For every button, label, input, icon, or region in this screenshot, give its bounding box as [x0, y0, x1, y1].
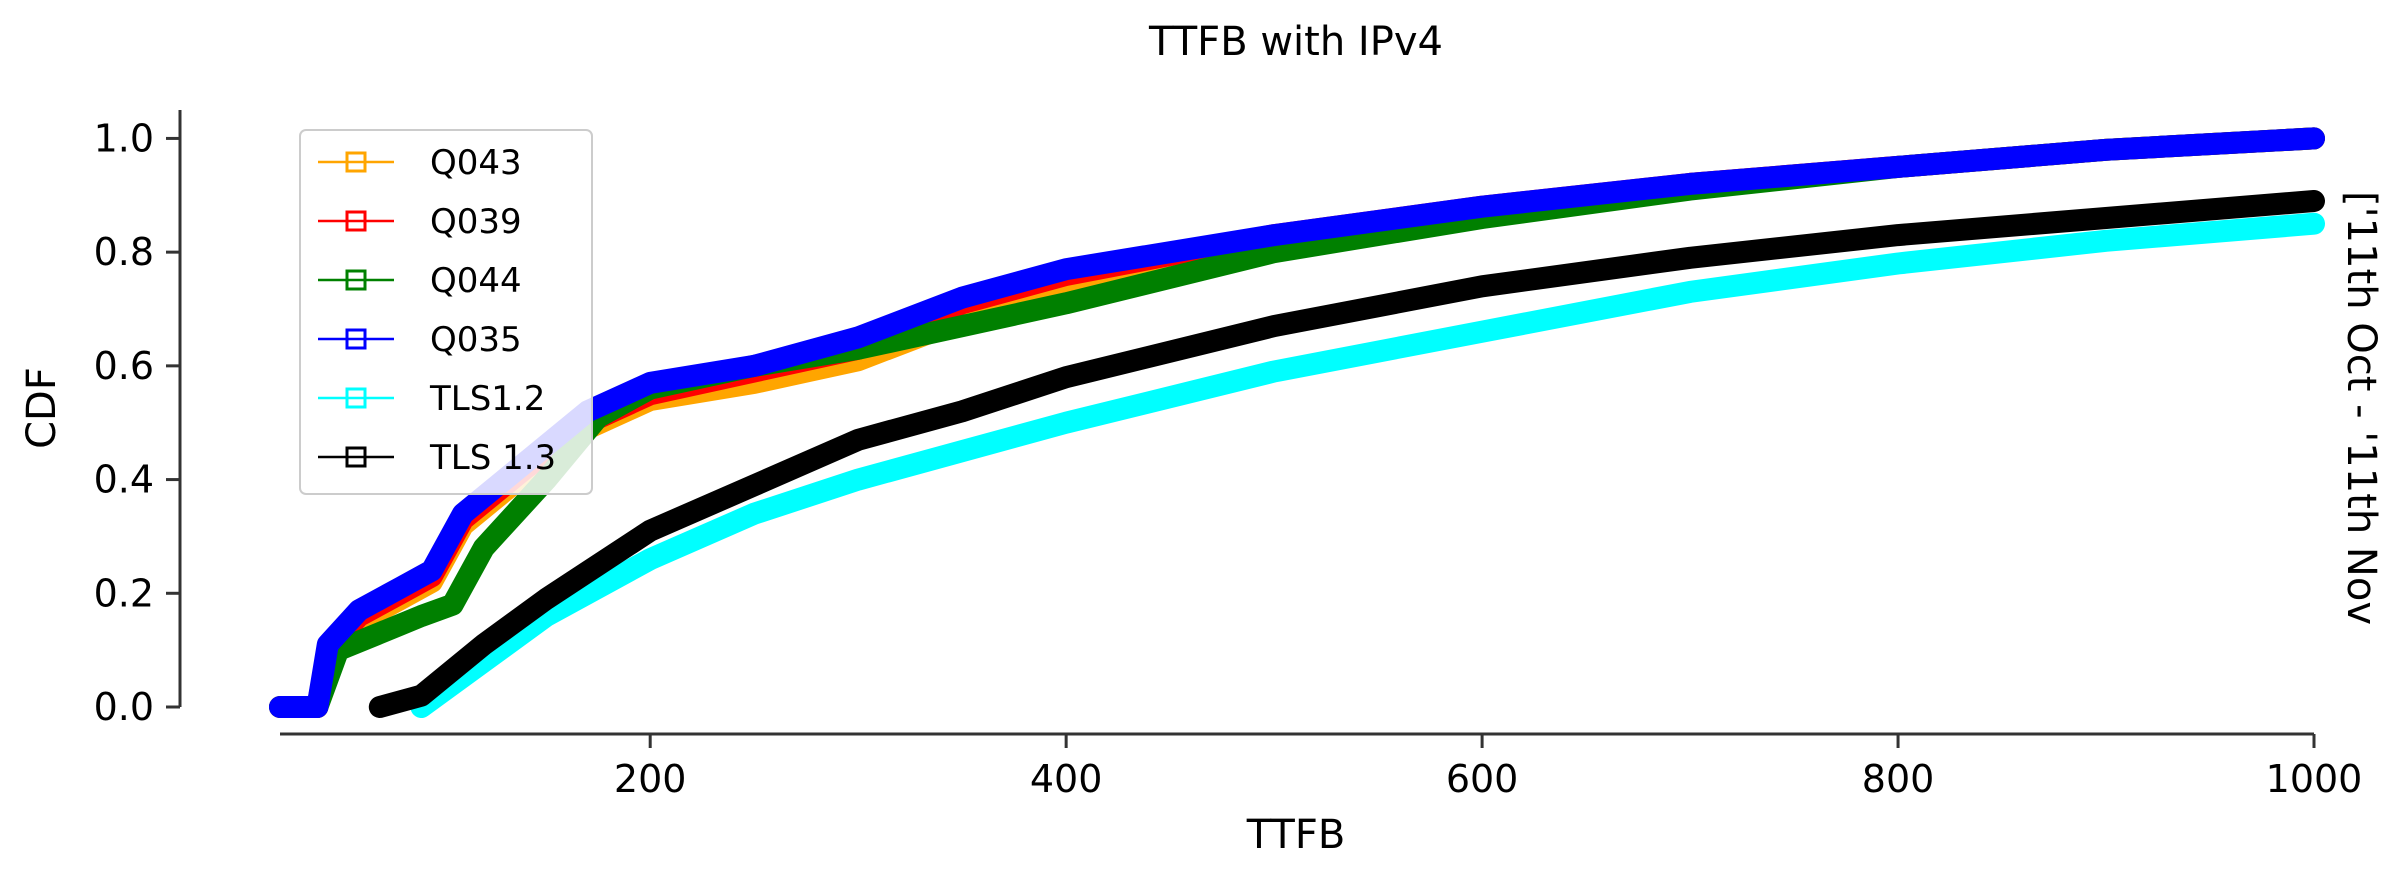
x-tick-label-4: 1000 — [2266, 757, 2363, 801]
legend-label-5: TLS 1.3 — [429, 438, 556, 478]
legend-marker-5 — [345, 446, 367, 468]
date-range-label: ['11th Oct - '11th Nov — [2338, 191, 2384, 625]
y-tick-label-1: 0.2 — [94, 571, 154, 615]
legend: Q043 Q039 Q044 Q035 TLS1.2 TLS 1.3 — [299, 129, 593, 495]
legend-marker-0 — [345, 151, 367, 173]
legend-label-0: Q043 — [430, 143, 522, 183]
legend-label-4: TLS1.2 — [429, 379, 545, 419]
series-line-5 — [368, 190, 2325, 718]
y-tick-label-5: 1.0 — [94, 116, 154, 160]
y-tick-label-3: 0.6 — [94, 344, 154, 388]
legend-marker-2 — [345, 269, 367, 291]
legend-marker-3 — [345, 328, 367, 350]
series-line-4 — [410, 212, 2325, 718]
y-tick-label-2: 0.4 — [94, 458, 154, 502]
series-line-3 — [269, 127, 2325, 718]
x-tick-label-3: 800 — [1862, 757, 1935, 801]
legend-marker-4 — [345, 387, 367, 409]
y-ticks: 0.0 0.2 0.4 0.6 0.8 1.0 — [94, 116, 180, 729]
legend-label-3: Q035 — [430, 320, 522, 360]
y-tick-label-4: 0.8 — [94, 230, 154, 274]
chart-title: TTFB with IPv4 — [1148, 19, 1443, 65]
legend-label-1: Q039 — [430, 202, 522, 242]
x-tick-label-0: 200 — [614, 757, 687, 801]
legend-marker-1 — [345, 210, 367, 232]
legend-label-2: Q044 — [430, 261, 522, 301]
x-tick-label-2: 600 — [1446, 757, 1519, 801]
x-tick-label-1: 400 — [1030, 757, 1103, 801]
x-ticks: 200 400 600 800 1000 — [614, 734, 2362, 801]
series-layer — [269, 127, 2325, 718]
x-axis-label: TTFB — [1246, 812, 1346, 858]
y-tick-label-0: 0.0 — [94, 685, 154, 729]
y-axis-label: CDF — [19, 367, 65, 449]
